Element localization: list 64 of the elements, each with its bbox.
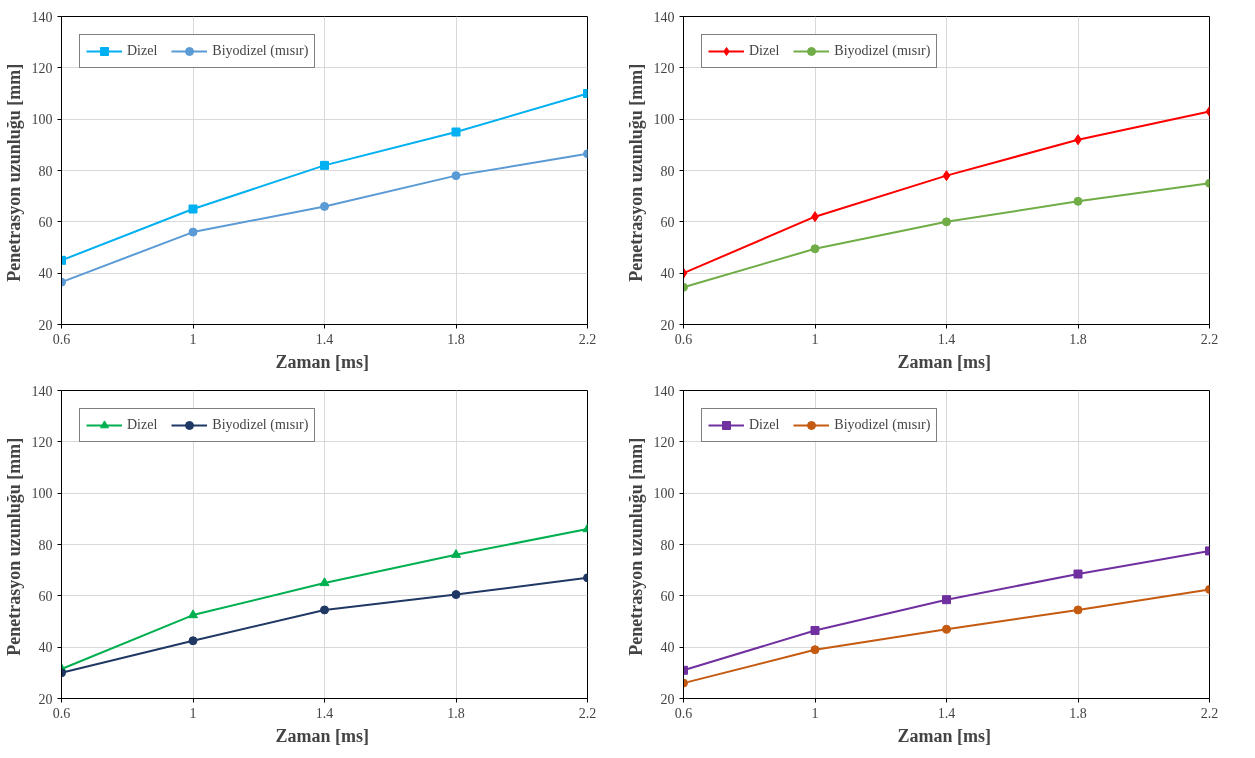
x-tick-label: 1 bbox=[189, 331, 197, 347]
y-tick-label: 20 bbox=[660, 317, 675, 333]
y-axis-title: Penetrasyon uzunluğu [mm] bbox=[625, 63, 646, 282]
y-tick-label: 20 bbox=[38, 317, 53, 333]
y-tick-label: 60 bbox=[38, 214, 53, 230]
x-tick-label: 1.4 bbox=[937, 705, 956, 721]
y-tick-label: 100 bbox=[31, 486, 53, 502]
y-tick-label: 100 bbox=[31, 112, 53, 128]
y-axis-title: Penetrasyon uzunluğu [mm] bbox=[625, 437, 646, 656]
x-tick-label: 1.4 bbox=[315, 705, 334, 721]
legend-label: Biyodizel (mısır) bbox=[212, 417, 309, 433]
x-axis-title: Zaman [ms] bbox=[275, 351, 369, 372]
x-axis-title: Zaman [ms] bbox=[897, 725, 991, 746]
x-tick-label: 1 bbox=[811, 705, 819, 721]
y-axis-title: Penetrasyon uzunluğu [mm] bbox=[3, 437, 24, 656]
x-tick-label: 1 bbox=[189, 705, 197, 721]
y-tick-label: 60 bbox=[38, 588, 53, 604]
x-axis-title: Zaman [ms] bbox=[897, 351, 991, 372]
y-tick-label: 20 bbox=[38, 691, 53, 707]
x-tick-label: 1.8 bbox=[447, 331, 465, 347]
x-tick-label: 2.2 bbox=[1200, 331, 1219, 347]
y-tick-label: 120 bbox=[31, 434, 53, 450]
legend-label: Dizel bbox=[127, 417, 158, 433]
x-tick-label: 2.2 bbox=[578, 331, 597, 347]
y-tick-label: 40 bbox=[660, 640, 675, 656]
y-tick-label: 40 bbox=[38, 640, 53, 656]
y-tick-label: 40 bbox=[38, 266, 53, 282]
x-tick-label: 1 bbox=[811, 331, 819, 347]
y-tick-label: 140 bbox=[653, 9, 675, 25]
legend-label: Dizel bbox=[127, 43, 158, 59]
y-axis-title: Penetrasyon uzunluğu [mm] bbox=[3, 63, 24, 282]
x-tick-label: 1.8 bbox=[447, 705, 465, 721]
x-tick-label: 2.2 bbox=[578, 705, 597, 721]
y-tick-label: 80 bbox=[660, 163, 675, 179]
x-tick-label: 0.6 bbox=[674, 331, 693, 347]
y-tick-label: 100 bbox=[653, 112, 675, 128]
y-tick-label: 20 bbox=[660, 691, 675, 707]
y-tick-label: 80 bbox=[38, 537, 53, 553]
x-tick-label: 2.2 bbox=[1200, 705, 1219, 721]
y-tick-label: 140 bbox=[31, 383, 53, 399]
x-axis-title: Zaman [ms] bbox=[275, 725, 369, 746]
legend-label: Dizel bbox=[749, 43, 780, 59]
y-tick-label: 40 bbox=[660, 266, 675, 282]
y-tick-label: 120 bbox=[31, 60, 53, 76]
x-tick-label: 0.6 bbox=[52, 705, 71, 721]
y-tick-label: 60 bbox=[660, 214, 675, 230]
y-tick-label: 120 bbox=[653, 434, 675, 450]
y-tick-label: 80 bbox=[38, 163, 53, 179]
legend-label: Biyodizel (mısır) bbox=[212, 43, 309, 59]
y-tick-label: 80 bbox=[660, 537, 675, 553]
x-tick-label: 1.8 bbox=[1069, 331, 1087, 347]
x-tick-label: 1.4 bbox=[315, 331, 334, 347]
y-tick-label: 140 bbox=[31, 9, 53, 25]
y-tick-label: 60 bbox=[660, 588, 675, 604]
x-tick-label: 0.6 bbox=[52, 331, 71, 347]
x-tick-label: 1.8 bbox=[1069, 705, 1087, 721]
x-tick-label: 1.4 bbox=[937, 331, 956, 347]
legend-label: Dizel bbox=[749, 417, 780, 433]
legend-label: Biyodizel (mısır) bbox=[834, 43, 931, 59]
y-tick-label: 120 bbox=[653, 60, 675, 76]
y-tick-label: 140 bbox=[653, 383, 675, 399]
legend-label: Biyodizel (mısır) bbox=[834, 417, 931, 433]
y-tick-label: 100 bbox=[653, 486, 675, 502]
x-tick-label: 0.6 bbox=[674, 705, 693, 721]
